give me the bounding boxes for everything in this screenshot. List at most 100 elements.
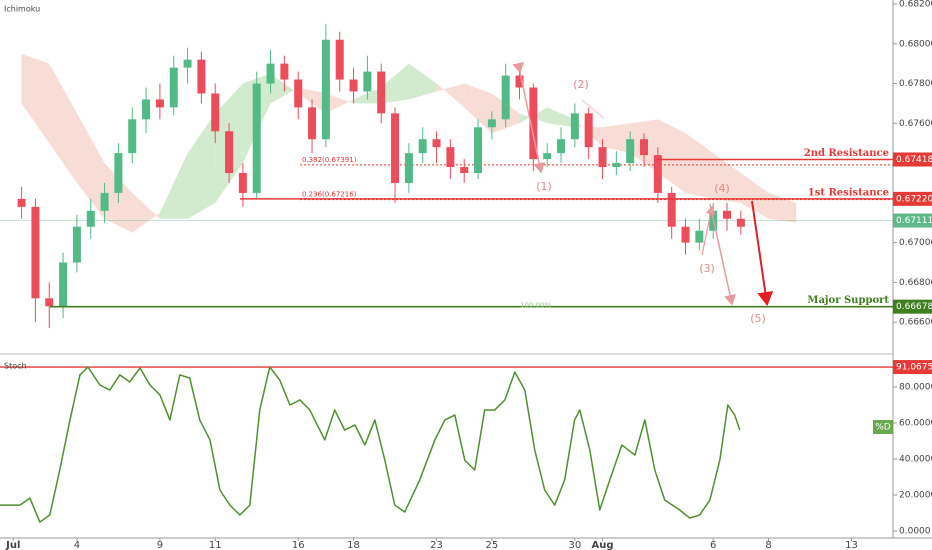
wave-label: (3): [699, 262, 715, 275]
candle-body: [59, 262, 68, 307]
x-tick-label: 6: [710, 540, 716, 550]
fib-label: 0.382(0.67391): [302, 156, 357, 164]
cloud-segment: [574, 119, 603, 148]
candle-body: [321, 39, 330, 140]
x-tick-label: Jul: [5, 540, 20, 550]
y-tick-label: 80.0000: [899, 382, 932, 392]
candle-body: [266, 63, 275, 84]
x-tick-label: Aug: [592, 540, 614, 550]
fib-label: 0.236(0.67216): [302, 191, 357, 199]
pane-title: Stoch: [4, 362, 27, 371]
candle-body: [155, 99, 164, 108]
fib-base-label: 100.00%: [520, 302, 551, 310]
cloud-segment: [436, 83, 465, 108]
candle-body: [460, 167, 469, 174]
cloud-segment: [547, 107, 575, 128]
candle-body: [183, 59, 192, 68]
cloud-segment: [740, 173, 769, 219]
wave-arrow: [701, 205, 716, 256]
cloud-segment: [602, 123, 631, 154]
cloud-segment: [21, 53, 50, 144]
candle-body: [142, 99, 151, 120]
level-name: 2nd Resistance: [804, 148, 889, 159]
current-price-label: 0.67111: [896, 216, 932, 226]
candle-body: [72, 226, 81, 263]
candle-body: [446, 147, 455, 168]
candle-body: [418, 139, 427, 154]
candle-body: [363, 71, 372, 92]
level-box: [893, 360, 932, 375]
cloud-segment: [464, 83, 492, 134]
wave-arrow: [709, 203, 736, 306]
stoch-line: [0, 366, 741, 523]
candle-body: [557, 139, 566, 154]
wave-guide: [581, 99, 605, 119]
candle-body: [640, 139, 649, 156]
cloud-segment: [381, 63, 409, 104]
candle-body: [391, 113, 400, 183]
candle-body: [31, 206, 40, 299]
current-price-box: [893, 213, 932, 228]
candle-body: [335, 39, 344, 80]
x-tick-label: 16: [292, 540, 305, 550]
y-tick-label: 0.0000: [899, 527, 931, 537]
cloud-segment: [132, 192, 160, 233]
x-tick-label: 23: [430, 540, 443, 550]
candle-body: [736, 218, 745, 227]
candle-body: [584, 113, 593, 148]
candle-body: [238, 173, 247, 193]
level-label: 91.0675: [896, 363, 932, 373]
projection-arrow: [751, 200, 774, 306]
cloud-segment: [49, 63, 77, 183]
candle-body: [86, 210, 95, 227]
candle-body: [487, 119, 496, 128]
cloud-segment: [713, 153, 741, 203]
cloud-segment: [187, 113, 216, 219]
wave-arrow: [512, 61, 546, 174]
cloud-segment: [685, 133, 714, 199]
candle-body: [570, 113, 579, 140]
candle-body: [626, 139, 635, 164]
candle-body: [501, 75, 510, 120]
x-tick-label: 18: [347, 540, 360, 550]
cloud-segment: [325, 93, 354, 114]
cloud-segment: [159, 153, 188, 219]
candle-body: [211, 93, 220, 132]
candle-body: [474, 127, 483, 174]
level-price-box: [893, 152, 932, 167]
level-name: 1st Resistance: [808, 187, 889, 198]
x-tick-label: 8: [765, 540, 771, 550]
wave-label: (4): [714, 182, 730, 195]
candle-body: [197, 59, 206, 94]
x-tick-label: 11: [209, 540, 222, 550]
cloud-segment: [76, 113, 105, 219]
candle-body: [45, 298, 54, 307]
candle-body: [598, 147, 607, 168]
candle-body: [294, 79, 303, 108]
legend-label: %D: [875, 423, 891, 433]
level-price-box: [893, 191, 932, 206]
x-tick-label: 30: [568, 540, 581, 550]
candle-body: [280, 63, 289, 80]
candle-body: [681, 226, 690, 243]
candle-body: [667, 192, 676, 227]
candle-body: [543, 153, 552, 160]
pane-title: Ichimoku: [4, 5, 40, 14]
candle-body: [114, 153, 123, 193]
wave-label: (1): [536, 180, 552, 193]
cloud-segment: [768, 192, 797, 223]
candle-body: [432, 139, 441, 148]
candle-body: [100, 192, 109, 211]
candle-body: [169, 67, 178, 108]
candle-body: [612, 163, 621, 168]
candle-body: [308, 107, 317, 140]
